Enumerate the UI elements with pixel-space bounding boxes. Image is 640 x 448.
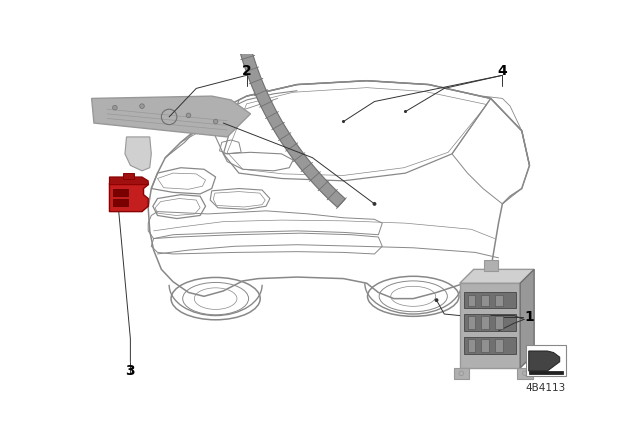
Polygon shape [109,177,148,185]
Bar [463,293,516,308]
Bar [467,316,476,329]
Circle shape [213,119,218,124]
Polygon shape [92,96,250,137]
Bar [484,260,498,271]
Text: 4B4113: 4B4113 [525,383,566,393]
Bar [463,314,516,331]
Bar [495,316,503,329]
Bar [113,198,128,206]
Text: 4: 4 [497,64,508,78]
Text: 2: 2 [242,64,252,78]
Circle shape [113,105,117,110]
Bar [481,295,489,306]
Polygon shape [109,183,148,211]
Circle shape [140,104,145,108]
Bar [517,368,532,379]
Bar [113,189,128,196]
Polygon shape [125,137,151,171]
Bar [454,368,469,379]
Text: 3: 3 [125,364,135,378]
Bar [525,345,566,375]
Polygon shape [123,173,134,178]
Circle shape [342,120,345,123]
Circle shape [186,113,191,118]
Bar [481,340,489,352]
Circle shape [372,202,376,206]
Bar [460,283,520,368]
Text: 1: 1 [525,310,534,324]
Bar [495,340,503,352]
Bar [481,316,489,329]
Polygon shape [529,371,563,374]
Polygon shape [239,44,346,207]
Polygon shape [529,351,560,371]
Circle shape [404,110,407,113]
Bar [463,337,516,354]
Bar [495,295,503,306]
Bar [467,340,476,352]
Circle shape [435,298,438,302]
Polygon shape [520,269,534,368]
Bar [467,295,476,306]
Polygon shape [460,269,534,283]
